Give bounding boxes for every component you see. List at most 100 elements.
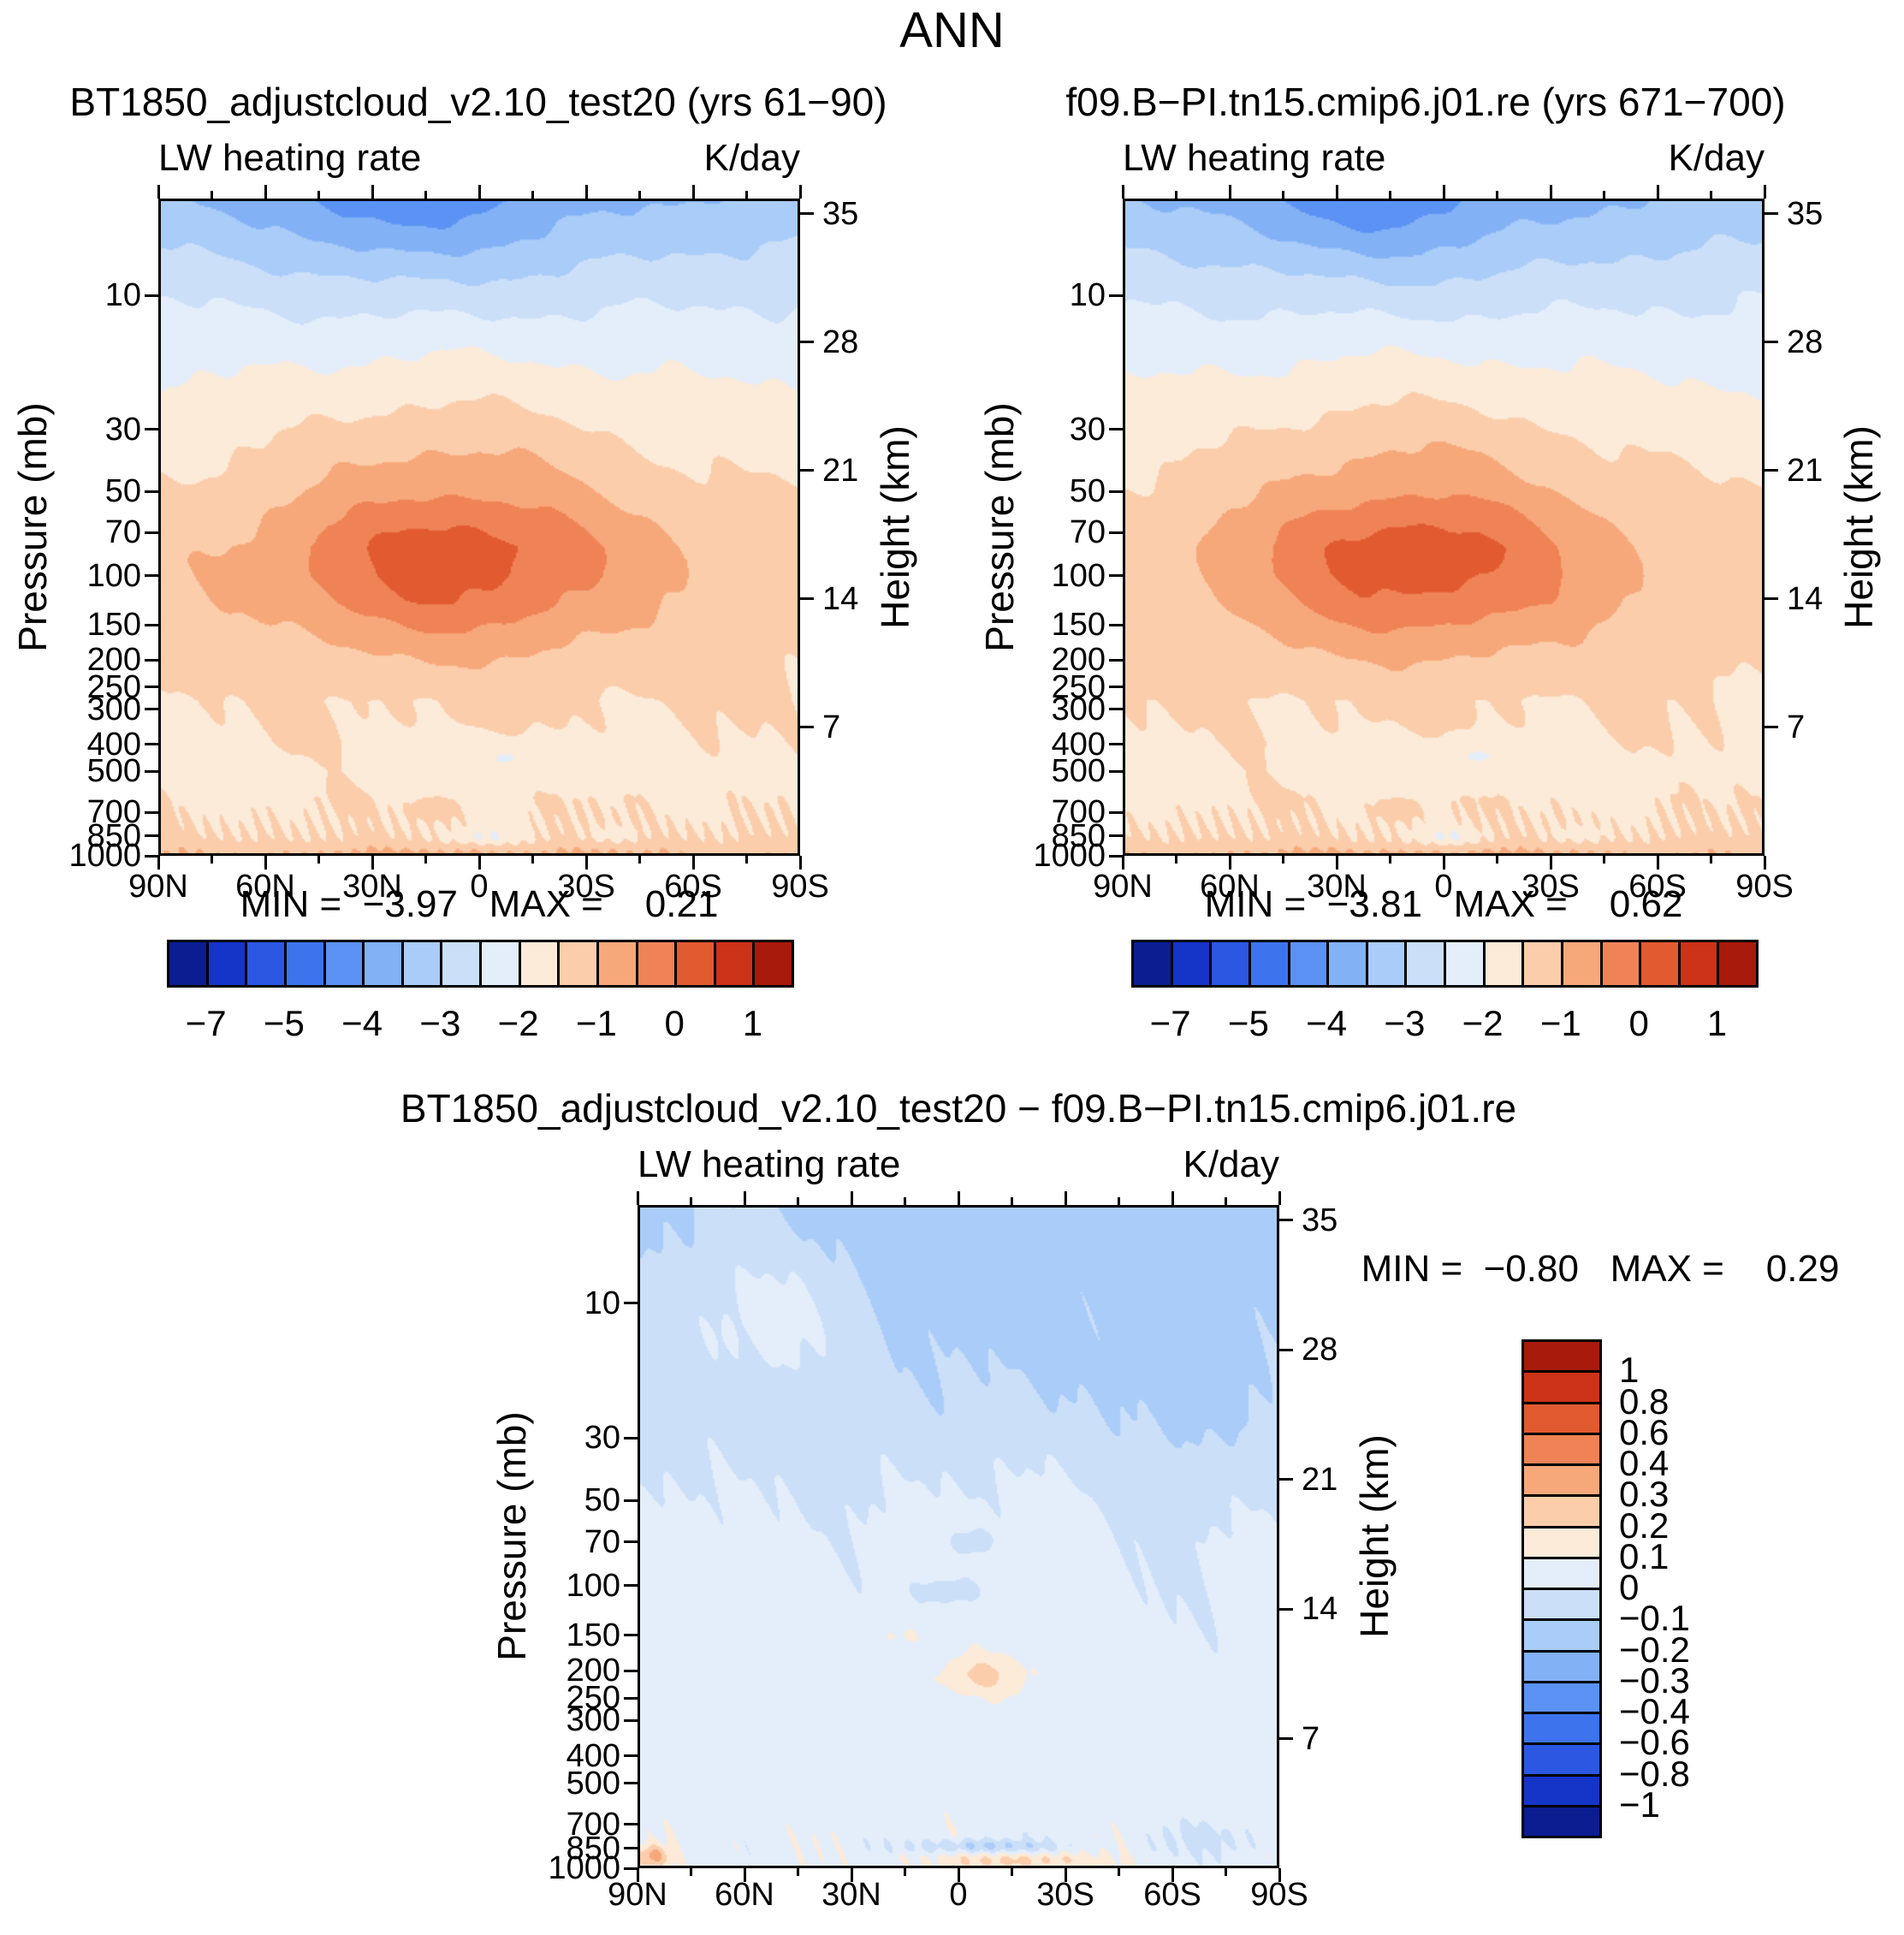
panel-a-plot — [158, 199, 800, 856]
pressure-axis-tick — [1109, 854, 1123, 858]
colorbar-swatch — [1482, 940, 1525, 988]
pressure-tick-label: 150 — [566, 1617, 620, 1653]
pressure-tick-label: 250 — [86, 668, 141, 705]
colorbar-swatch — [1521, 1649, 1602, 1683]
pressure-axis-tick — [145, 490, 158, 493]
colorbar-swatch — [167, 940, 209, 988]
pressure-tick-label: 850 — [566, 1830, 620, 1867]
latitude-tick-label: 30N — [342, 869, 402, 905]
colorbar-swatch — [1521, 940, 1563, 988]
colorbar-swatch — [1521, 1494, 1602, 1528]
colorbar-swatch — [1521, 1401, 1602, 1435]
axis-tick — [211, 191, 213, 199]
axis-tick — [1228, 856, 1231, 870]
pressure-axis-tick — [624, 1540, 638, 1544]
pressure-axis-tick — [1109, 769, 1123, 773]
pressure-axis-tick — [1109, 810, 1123, 814]
colorbar-tick-label: −5 — [1227, 1003, 1269, 1043]
pressure-tick-label: 500 — [566, 1765, 620, 1801]
height-axis-tick — [1279, 1607, 1293, 1611]
colorbar-tick-label: −7 — [185, 1003, 227, 1043]
pressure-tick-label: 1000 — [548, 1850, 620, 1886]
colorbar-swatch — [1521, 1618, 1602, 1653]
colorbar-swatch — [323, 940, 365, 988]
axis-tick — [264, 856, 267, 870]
colorbar-tick-label: 0.2 — [1619, 1505, 1670, 1546]
latitude-tick-label: 60S — [1628, 869, 1687, 905]
axis-tick — [264, 185, 267, 199]
panel-b-frame — [1123, 199, 1765, 856]
axis-tick — [797, 1868, 799, 1876]
pressure-axis-tick — [145, 574, 158, 578]
axis-tick — [1710, 856, 1712, 864]
pressure-tick-label: 300 — [86, 691, 141, 727]
height-tick-label: 14 — [1302, 1591, 1338, 1628]
height-tick-label: 21 — [1787, 452, 1824, 489]
axis-tick — [904, 1868, 906, 1876]
colorbar-tick-label: 0.1 — [1619, 1535, 1670, 1576]
height-tick-label: 7 — [822, 709, 841, 745]
height-axis-tick — [1765, 341, 1778, 344]
colorbar-swatch — [1170, 940, 1213, 988]
pressure-tick-label: 30 — [104, 411, 141, 448]
axis-tick — [1175, 191, 1177, 199]
height-tick-label: 35 — [1302, 1202, 1338, 1238]
colorbar-swatch — [1521, 1525, 1602, 1559]
axis-tick — [371, 185, 374, 199]
pressure-axis-tick — [624, 1847, 638, 1850]
pressure-axis-tick — [624, 1634, 638, 1637]
figure-title: ANN — [899, 3, 1005, 58]
axis-tick — [1171, 1868, 1174, 1882]
pressure-tick-label: 700 — [1051, 794, 1106, 831]
pressure-tick-label: 200 — [566, 1653, 620, 1689]
panel-a-field-label: LW heating rate — [158, 137, 422, 179]
axis-tick — [1278, 1191, 1281, 1205]
pressure-axis-tick — [624, 1823, 638, 1826]
axis-tick — [424, 856, 427, 864]
panel-b-contour-canvas — [1123, 199, 1765, 856]
axis-tick — [850, 1191, 853, 1205]
panel-a-units-label: K/day — [703, 137, 800, 179]
pressure-axis-tick — [624, 1718, 638, 1722]
axis-tick — [477, 856, 481, 870]
panel-c-title: BT1850_adjustcloud_v2.10_test20 − f09.B−… — [400, 1086, 1517, 1131]
panel-a-frame — [158, 199, 800, 856]
height-tick-label: 35 — [822, 195, 859, 232]
latitude-tick-label: 90N — [128, 869, 188, 905]
colorbar-swatch — [1639, 940, 1681, 988]
colorbar-tick-label: 0.4 — [1619, 1443, 1670, 1483]
pressure-tick-label: 700 — [86, 794, 141, 831]
colorbar-swatch — [1521, 1742, 1602, 1777]
colorbar-swatch — [1404, 940, 1446, 988]
latitude-tick-label: 60N — [235, 869, 295, 905]
panel-a-title: BT1850_adjustcloud_v2.10_test20 (yrs 61−… — [69, 80, 887, 124]
axis-tick — [904, 1197, 906, 1205]
pressure-axis-tick — [1109, 490, 1123, 493]
height-tick-label: 7 — [1787, 709, 1806, 745]
colorbar-swatch — [1560, 940, 1603, 988]
colorbar-swatch — [1599, 940, 1642, 988]
pressure-tick-label: 70 — [1069, 514, 1106, 551]
pressure-axis-tick — [624, 1499, 638, 1502]
pressure-tick-label: 300 — [566, 1702, 620, 1739]
latitude-tick-label: 90N — [1093, 869, 1153, 905]
colorbar-swatch — [479, 940, 521, 988]
pressure-tick-label: 10 — [1069, 277, 1106, 314]
panel-b-units-label: K/day — [1668, 137, 1765, 179]
pressure-tick-label: 100 — [86, 557, 141, 594]
colorbar-swatch — [245, 940, 287, 988]
height-axis-tick — [1765, 726, 1778, 729]
axis-tick — [745, 856, 748, 864]
height-axis-tick — [1765, 469, 1778, 472]
panel-a-minmax: MIN = −3.97 MAX = 0.21 — [240, 883, 719, 925]
colorbar-swatch — [283, 940, 326, 988]
axis-tick — [317, 856, 320, 864]
pressure-tick-label: 850 — [86, 817, 141, 854]
colorbar-tick-label: −0.8 — [1619, 1753, 1690, 1794]
pressure-axis-tick — [624, 1584, 638, 1588]
pressure-tick-label: 200 — [86, 642, 141, 679]
panel-a-contour-canvas — [158, 199, 800, 856]
pressure-tick-label: 400 — [566, 1737, 620, 1774]
panel-b-minmax: MIN = −3.81 MAX = 0.62 — [1204, 883, 1683, 925]
